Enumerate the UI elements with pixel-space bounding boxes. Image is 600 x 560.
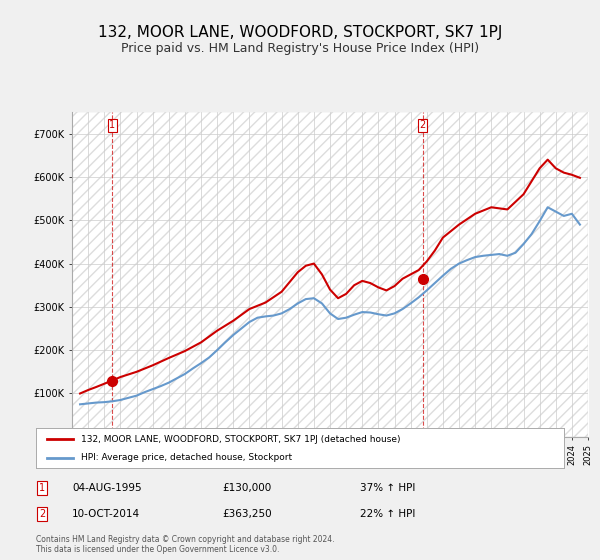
Text: 132, MOOR LANE, WOODFORD, STOCKPORT, SK7 1PJ: 132, MOOR LANE, WOODFORD, STOCKPORT, SK7… xyxy=(98,25,502,40)
Text: £130,000: £130,000 xyxy=(222,483,271,493)
Text: 22% ↑ HPI: 22% ↑ HPI xyxy=(360,509,415,519)
Text: 2: 2 xyxy=(419,120,426,130)
Text: 10-OCT-2014: 10-OCT-2014 xyxy=(72,509,140,519)
Text: 132, MOOR LANE, WOODFORD, STOCKPORT, SK7 1PJ (detached house): 132, MOOR LANE, WOODFORD, STOCKPORT, SK7… xyxy=(81,435,400,444)
Text: 37% ↑ HPI: 37% ↑ HPI xyxy=(360,483,415,493)
Text: 1: 1 xyxy=(39,483,45,493)
Text: Price paid vs. HM Land Registry's House Price Index (HPI): Price paid vs. HM Land Registry's House … xyxy=(121,42,479,55)
Text: Contains HM Land Registry data © Crown copyright and database right 2024.
This d: Contains HM Land Registry data © Crown c… xyxy=(36,535,335,554)
Text: 2: 2 xyxy=(39,509,45,519)
Text: 1: 1 xyxy=(109,120,115,130)
Text: HPI: Average price, detached house, Stockport: HPI: Average price, detached house, Stoc… xyxy=(81,453,292,463)
Text: 04-AUG-1995: 04-AUG-1995 xyxy=(72,483,142,493)
Text: £363,250: £363,250 xyxy=(222,509,272,519)
